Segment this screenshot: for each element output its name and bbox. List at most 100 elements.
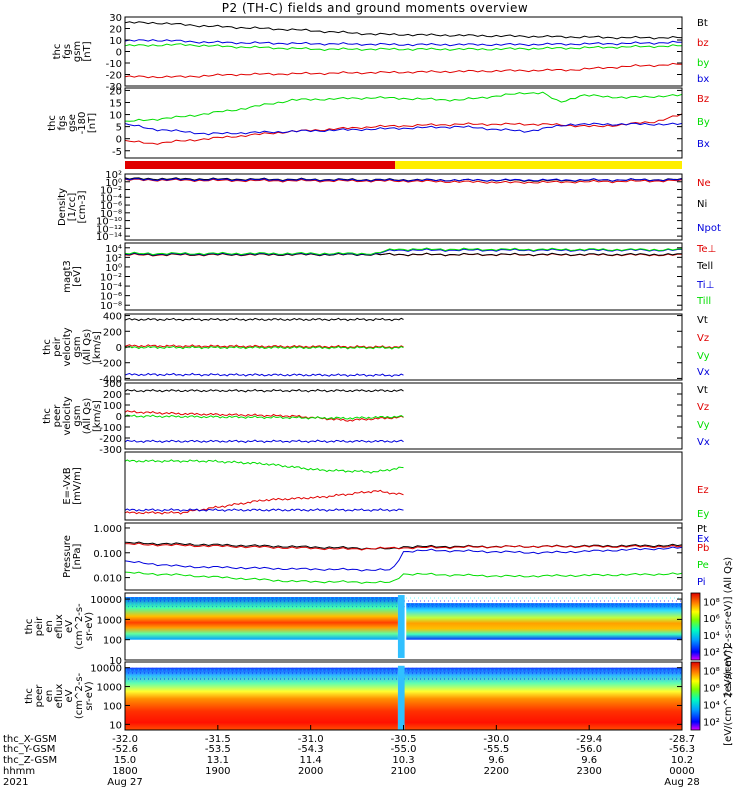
footer-value: -31.5: [205, 734, 231, 745]
legend-ex: Ex: [697, 534, 709, 545]
ylabel-peir-eflux: sr-eV): [84, 612, 95, 641]
legend-by: By: [697, 117, 710, 128]
footer-value: 9.6: [488, 755, 504, 766]
series-fgs-bt: [124, 21, 683, 40]
legend-vy: Vy: [697, 420, 710, 431]
footer-value: -55.5: [483, 744, 509, 755]
series-density-npot: [124, 177, 683, 182]
ylabel-peer-vel: thc: [42, 408, 53, 424]
footer-value: 10.2: [671, 755, 693, 766]
footer-row-label: thc_X-GSM: [3, 734, 57, 745]
series-efield-ez: [124, 489, 404, 515]
ylabel-peer-eflux: sr-eV): [84, 681, 95, 710]
legend-bx: Bx: [697, 139, 710, 150]
ylabel-density: [1/cc]: [67, 193, 78, 222]
panel-frame: [124, 522, 683, 591]
ylabel-efield: [mV/m]: [72, 467, 83, 505]
colorbar-label: 10⁸: [703, 667, 720, 678]
ylabel-peir-eflux: peir: [34, 616, 45, 636]
colorbar-label: 10⁶: [703, 684, 720, 695]
ytick-label: 200: [103, 390, 122, 401]
ylabel-temperature: magt3: [62, 260, 73, 293]
spectrogram-gap: [397, 595, 405, 658]
ylabel-pressure: Pressure: [62, 535, 73, 578]
ytick-label: -10: [106, 59, 122, 70]
legend-ti⊥: Ti⊥: [696, 280, 714, 291]
ylabel-fgs-gse: gse: [67, 114, 78, 132]
footer-value: Aug 28: [664, 777, 699, 788]
ytick-label: 10⁻⁸: [100, 301, 122, 312]
series-peer-vel-vz: [124, 410, 404, 422]
legend-pb: Pb: [697, 543, 709, 554]
ytick-label: 10²: [105, 253, 122, 264]
ytick-label: 10000: [90, 595, 122, 606]
series-fgs-gse-bx: [124, 122, 683, 136]
ytick-label: 10⁻⁸: [100, 209, 122, 220]
ylabel-fgs-gse: -180: [77, 112, 88, 135]
ytick-label: -30: [106, 82, 122, 93]
ylabel-fgs-gse: fgs: [57, 115, 68, 130]
colorbar-title: [eV/(cm^2-s-sr-eV)] (All Qs): [723, 557, 734, 696]
ylabel-peer-vel: gsm: [72, 405, 83, 426]
series-temperature-till: [124, 247, 683, 256]
footer-value: 2300: [576, 766, 601, 777]
ylabel-peir-vel: peir: [52, 336, 63, 356]
ytick-label: 10⁻⁴: [100, 193, 122, 204]
series-peir-vel-vx: [124, 372, 404, 378]
legend-pe: Pe: [697, 560, 709, 571]
ytick-label: 10: [109, 36, 122, 47]
series-peir-vel-vz: [124, 344, 404, 349]
legend-bz: bz: [697, 38, 709, 49]
ytick-label: 0.100: [93, 549, 122, 560]
ytick-label: 10⁻⁶: [100, 292, 122, 303]
panel-peir-vel: Vt Vz Vy Vx 400 200 0 -200 -400 thc peir velocity gs…: [42, 312, 710, 386]
ylabel-peir-vel: [km/s]: [92, 331, 103, 363]
ytick-label: 10²: [105, 170, 122, 181]
legend-pi: Pi: [697, 577, 706, 588]
footer-value: -30.5: [391, 734, 417, 745]
ylabel-peer-vel: (All Qs): [82, 398, 93, 435]
colorbar-label: 10⁶: [703, 614, 720, 625]
ytick-label: 0: [116, 48, 122, 59]
legend-vx: Vx: [697, 437, 710, 448]
footer-value: 13.1: [207, 755, 229, 766]
status-bar-yellow: [395, 161, 682, 169]
series-peir-vel-vy: [124, 345, 404, 350]
legend-bz: Bz: [697, 94, 709, 105]
ylabel-peer-eflux: eflux: [54, 684, 65, 709]
legend-vy: Vy: [697, 351, 710, 362]
footer-value: -28.7: [669, 734, 695, 745]
ylabel-peir-vel: (All Qs): [82, 329, 93, 366]
footer-value: 10.3: [392, 755, 414, 766]
ytick-label: -400: [99, 374, 122, 385]
ylabel-fgs: thc: [52, 44, 63, 60]
ylabel-peir-vel: thc: [42, 339, 53, 355]
footer-value: 9.6: [581, 755, 597, 766]
series-fgs-gse-by: [124, 91, 683, 122]
ytick-label: 10⁻¹⁴: [96, 232, 122, 243]
footer-value: 2000: [298, 766, 323, 777]
legend-ni: Ni: [697, 199, 707, 210]
ytick-label: 400: [103, 312, 122, 323]
ytick-label: 100: [103, 701, 122, 712]
legend-bt: Bt: [697, 18, 708, 29]
ylabel-fgs-gse: thc: [47, 115, 58, 131]
footer-value: -30.0: [483, 734, 509, 745]
ytick-label: 100: [103, 636, 122, 647]
colorbar-lower: 10⁸ 10⁶ 10⁴ 10² [eV/(cm^2-s-sr-eV)]: [690, 646, 734, 746]
ylabel-peer-eflux: (cm^2-s-: [74, 672, 85, 719]
legend-till: Till: [696, 296, 711, 307]
footer-value: -29.4: [576, 734, 602, 745]
colorbar-scale: [690, 592, 701, 661]
ytick-label: 0: [116, 135, 122, 146]
ytick-label: 30: [109, 13, 122, 24]
colorbar-label: 10²: [703, 718, 720, 729]
ylabel-temperature: [eV]: [72, 266, 83, 287]
colorbar-label: 10⁸: [703, 597, 720, 608]
ytick-label: 20: [109, 86, 122, 97]
spectrogram-gap: [397, 665, 405, 730]
footer-value: -56.0: [576, 744, 602, 755]
ytick-label: 10⁴: [105, 244, 122, 255]
ytick-label: -200: [99, 434, 122, 445]
